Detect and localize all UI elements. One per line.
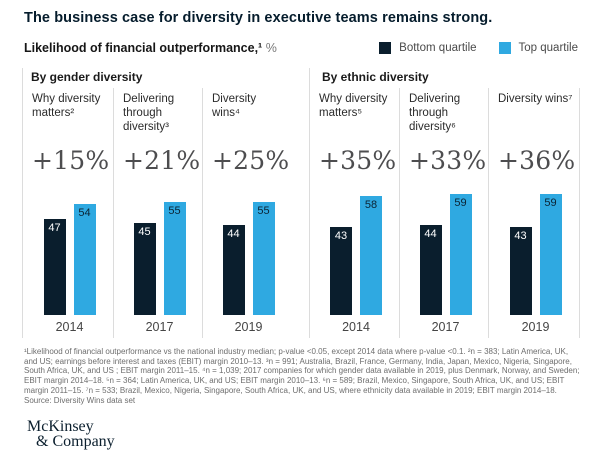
delta-value: +25% bbox=[212, 146, 290, 175]
panel-ethnic-diversity: By ethnic diversity Why diversity matter… bbox=[309, 68, 580, 338]
bottom-quartile-bar: 43 bbox=[330, 227, 352, 315]
legend-item-top-quartile: Top quartile bbox=[498, 42, 578, 54]
legend: Bottom quartile Top quartile bbox=[379, 42, 578, 54]
bottom-quartile-bar: 47 bbox=[43, 219, 66, 315]
column-header: Why diversity matters² bbox=[32, 93, 101, 119]
top-quartile-bar: 58 bbox=[360, 196, 382, 315]
chart-column: Delivering through diversity³ +21% 45 55… bbox=[114, 88, 203, 338]
bar-value-label: 54 bbox=[78, 207, 91, 219]
chart-column: Delivering through diversity⁶ +33% 44 59… bbox=[400, 88, 489, 338]
top-quartile-bar: 59 bbox=[539, 194, 562, 315]
logo-line-2: & Company bbox=[36, 433, 115, 450]
logo-line-1: McKinsey bbox=[27, 418, 94, 435]
bar-value-label: 43 bbox=[514, 230, 527, 242]
bar-value-label: 55 bbox=[168, 205, 181, 217]
bar-value-label: 55 bbox=[257, 205, 270, 217]
subtitle-unit: % bbox=[265, 41, 277, 55]
year-label: 2017 bbox=[145, 320, 174, 334]
bar-value-label: 59 bbox=[544, 197, 557, 209]
delta-value: +21% bbox=[123, 146, 201, 175]
top-quartile-bar: 54 bbox=[73, 204, 96, 315]
chart-area: By gender diversity Why diversity matter… bbox=[22, 68, 580, 338]
bottom-quartile-bar: 43 bbox=[509, 227, 532, 315]
bottom-quartile-bar: 44 bbox=[419, 225, 442, 315]
year-label: 2014 bbox=[342, 320, 370, 334]
bar-group: 47 54 2014 bbox=[43, 193, 96, 334]
source-line: Source: Diversity Wins data set bbox=[24, 395, 136, 405]
bar-value-label: 59 bbox=[454, 197, 467, 209]
delta-value: +15% bbox=[32, 146, 110, 175]
chart-column: Diversity wins⁴ +25% 44 55 2019 bbox=[203, 88, 309, 338]
chart-column: Diversity wins⁷ +36% 43 59 2019 bbox=[489, 88, 580, 338]
bottom-quartile-bar: 44 bbox=[222, 225, 245, 315]
subtitle-row: Likelihood of financial outperformance,¹… bbox=[24, 41, 578, 55]
chart-subtitle: Likelihood of financial outperformance,¹… bbox=[24, 41, 277, 55]
chart-column: Why diversity matters² +15% 47 54 2014 bbox=[23, 88, 114, 338]
panel-header-ethnic: By ethnic diversity bbox=[322, 70, 429, 84]
legend-item-bottom-quartile: Bottom quartile bbox=[379, 42, 477, 54]
top-quartile-swatch-icon bbox=[498, 42, 511, 54]
footnote-text: ¹Likelihood of financial outperformance … bbox=[24, 347, 580, 395]
delta-value: +33% bbox=[409, 146, 487, 175]
bar-value-label: 44 bbox=[424, 228, 437, 240]
bar-value-label: 43 bbox=[334, 230, 348, 242]
panel-gender-diversity: By gender diversity Why diversity matter… bbox=[22, 68, 309, 338]
bar-value-label: 47 bbox=[48, 222, 61, 234]
delta-value: +35% bbox=[319, 146, 397, 175]
column-header: Diversity wins⁴ bbox=[212, 93, 257, 119]
column-header: Diversity wins⁷ bbox=[498, 93, 573, 105]
bar-group: 45 55 2017 bbox=[133, 193, 186, 334]
bar-value-label: 58 bbox=[364, 199, 378, 211]
bar-value-label: 45 bbox=[138, 226, 151, 238]
bar-group: 43 59 2019 bbox=[509, 193, 562, 334]
top-quartile-bar: 59 bbox=[449, 194, 472, 315]
delta-value: +36% bbox=[498, 146, 576, 175]
footnotes: ¹Likelihood of financial outperformance … bbox=[24, 347, 582, 405]
column-header: Delivering through diversity³ bbox=[123, 93, 175, 133]
bottom-quartile-bar: 45 bbox=[133, 223, 156, 315]
column-header: Delivering through diversity⁶ bbox=[409, 93, 461, 133]
year-label: 2019 bbox=[521, 320, 550, 334]
bar-group: 44 55 2019 bbox=[222, 193, 275, 334]
legend-label-bottom: Bottom quartile bbox=[399, 42, 477, 54]
column-header: Why diversity matters⁵ bbox=[319, 93, 388, 119]
legend-label-top: Top quartile bbox=[518, 42, 578, 54]
year-label: 2019 bbox=[234, 320, 263, 334]
bar-group: 44 59 2017 bbox=[419, 193, 472, 334]
chart-column: Why diversity matters⁵ +35% 43 58 2014 bbox=[310, 88, 400, 338]
mckinsey-logo: McKinsey & Company bbox=[27, 418, 115, 450]
year-label: 2017 bbox=[431, 320, 460, 334]
top-quartile-bar: 55 bbox=[252, 202, 275, 315]
bottom-quartile-swatch-icon bbox=[379, 42, 392, 54]
bar-group: 43 58 2014 bbox=[330, 193, 382, 334]
page-title: The business case for diversity in execu… bbox=[24, 10, 493, 26]
bar-value-label: 44 bbox=[227, 228, 240, 240]
top-quartile-bar: 55 bbox=[163, 202, 186, 315]
year-label: 2014 bbox=[55, 320, 84, 334]
subtitle-label: Likelihood of financial outperformance,¹ bbox=[24, 41, 263, 55]
panel-header-gender: By gender diversity bbox=[31, 70, 143, 84]
